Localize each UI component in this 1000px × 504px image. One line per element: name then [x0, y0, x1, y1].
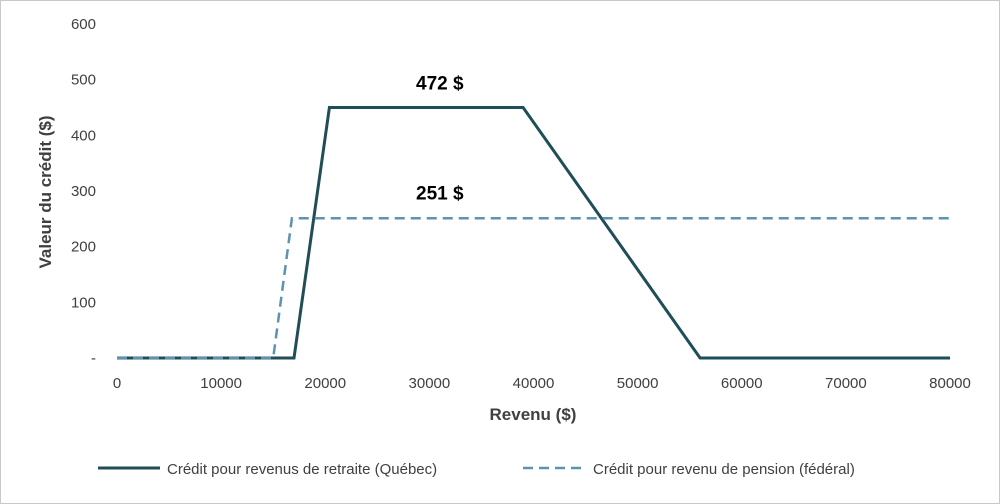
x-tick-label: 50000	[617, 375, 659, 392]
series-line-federal	[117, 217, 950, 360]
y-tick-label: 200	[71, 239, 96, 256]
y-tick-label: 600	[71, 16, 96, 33]
x-tick-label: 30000	[409, 375, 451, 392]
x-tick-label: 80000	[929, 375, 971, 392]
x-tick-label: 40000	[513, 375, 555, 392]
data-annotation: 472 $	[416, 74, 464, 95]
x-axis-ticks: 0 10000 20000 30000 40000 50000 60000 70000 8000…	[113, 375, 971, 392]
legend-label-federal: Crédit pour revenu de pension (fédéral)	[593, 461, 855, 478]
x-axis-title: Revenu ($)	[490, 405, 577, 424]
x-tick-label: 20000	[304, 375, 346, 392]
y-tick-label: 500	[71, 72, 96, 89]
legend-label-quebec: Crédit pour revenus de retraite (Québec)	[167, 461, 437, 478]
x-tick-label: 60000	[721, 375, 763, 392]
y-tick-label: -	[91, 350, 96, 367]
data-annotation: 251 $	[416, 183, 464, 204]
y-tick-label: 400	[71, 127, 96, 144]
series-layer	[117, 106, 950, 360]
y-axis-ticks: - 100 200 300 400 500 600	[71, 16, 96, 367]
series-line-quebec	[117, 106, 950, 360]
y-axis-title: Valeur du crédit ($)	[36, 115, 55, 268]
legend: Crédit pour revenus de retraite (Québec)…	[98, 461, 855, 478]
annotations: 472 $ 251 $	[416, 74, 464, 205]
x-tick-label: 70000	[825, 375, 867, 392]
x-tick-label: 10000	[200, 375, 242, 392]
x-tick-label: 0	[113, 375, 121, 392]
y-tick-label: 300	[71, 183, 96, 200]
y-tick-label: 100	[71, 294, 96, 311]
